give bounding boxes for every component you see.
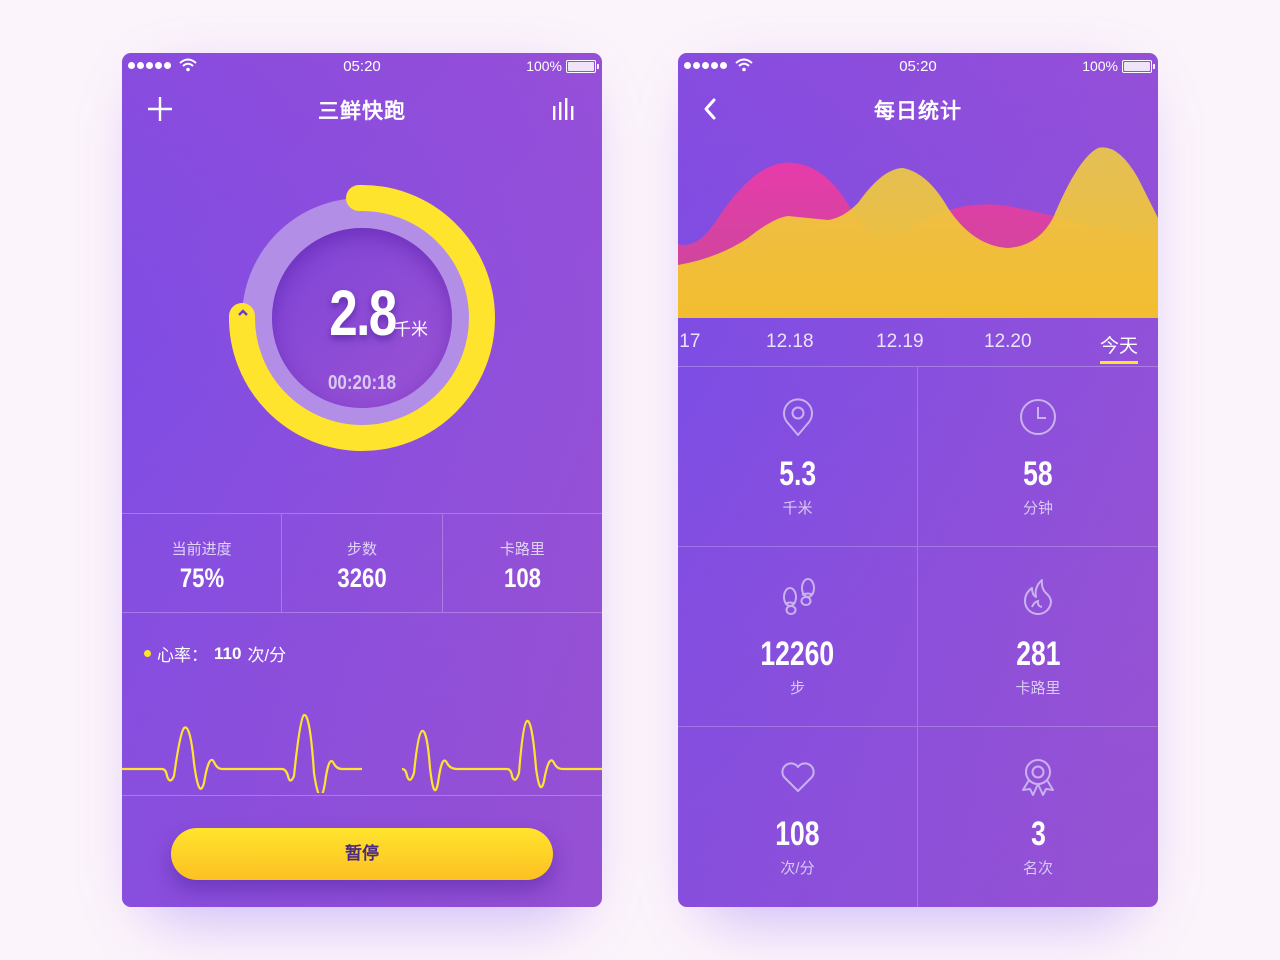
flame-icon <box>1024 579 1052 616</box>
distance-display: 2.8 <box>222 276 502 350</box>
distance-value: 2.8 <box>328 277 397 349</box>
battery-icon <box>1122 60 1155 73</box>
date-tab[interactable]: 12.20 <box>984 331 1032 352</box>
battery-percent: 100% <box>526 58 562 74</box>
metric-duration: 58 分钟 <box>918 367 1158 547</box>
location-pin-icon <box>782 398 813 436</box>
date-tab[interactable]: 12.18 <box>766 331 814 352</box>
stats-button[interactable] <box>550 95 578 123</box>
bar-chart-icon <box>553 98 574 120</box>
battery-icon <box>566 60 599 73</box>
daily-stats-screen: 05:20 100% 每日统计 .17 12.18 1 <box>678 53 1158 907</box>
metric-steps: 12260 步 <box>678 547 918 727</box>
divider <box>122 795 602 796</box>
heart-rate-waveform <box>122 713 602 793</box>
stat-calories: 卡路里 108 <box>443 514 602 612</box>
metric-unit: 分钟 <box>1022 500 1053 517</box>
metric-unit: 千米 <box>782 500 813 517</box>
pause-button[interactable]: 暂停 <box>171 828 553 880</box>
metric-value: 108 <box>775 815 820 853</box>
metric-value: 281 <box>1015 635 1061 673</box>
status-bar: 05:20 100% <box>678 53 1158 79</box>
stat-steps: 步数 3260 <box>282 514 443 612</box>
metric-heart-rate: 108 次/分 <box>678 727 918 907</box>
stat-label: 卡路里 <box>499 541 545 558</box>
stat-value: 108 <box>503 563 541 593</box>
heart-rate-unit: 次/分 <box>247 646 287 665</box>
date-tab-today[interactable]: 今天 <box>1100 331 1139 364</box>
signal-icon <box>128 62 171 69</box>
metric-unit: 次/分 <box>780 860 815 877</box>
stat-label: 步数 <box>346 541 377 558</box>
stat-value: 3260 <box>337 563 387 593</box>
battery-percent: 100% <box>1082 58 1118 74</box>
ring-graphic <box>228 184 495 451</box>
clock-icon <box>1020 399 1056 435</box>
chevron-up-icon <box>238 309 248 316</box>
signal-icon <box>684 62 727 69</box>
daily-area-chart <box>678 147 1158 318</box>
date-tabs: .17 12.18 12.19 12.20 今天 <box>678 321 1158 367</box>
stat-label: 当前进度 <box>171 541 232 558</box>
page-title: 每日统计 <box>874 100 962 123</box>
metrics-grid: 5.3 千米 58 分钟 12260 步 <box>678 367 1158 907</box>
metric-rank: 3 名次 <box>918 727 1158 907</box>
add-button[interactable] <box>146 95 174 123</box>
stat-value: 75% <box>179 563 224 593</box>
date-tab[interactable]: 12.19 <box>876 331 924 352</box>
ring-center <box>272 228 452 408</box>
heart-rate-dot <box>144 650 151 657</box>
heart-rate-prefix: 心率： <box>157 646 208 665</box>
nav-bar: 每日统计 <box>678 83 1158 131</box>
back-button[interactable] <box>696 95 724 123</box>
status-bar: 05:20 100% <box>122 53 602 79</box>
medal-icon <box>1022 759 1054 796</box>
heart-rate-label: 心率： 110 次/分 <box>144 641 286 666</box>
metric-value: 58 <box>1023 455 1053 493</box>
metric-unit: 名次 <box>1022 860 1053 877</box>
metric-value: 5.3 <box>779 455 816 493</box>
status-time: 05:20 <box>343 58 381 75</box>
metric-value: 3 <box>1030 815 1046 853</box>
elapsed-time: 00:20:18 <box>327 372 397 394</box>
stats-row: 当前进度 75% 步数 3260 卡路里 108 <box>122 513 602 613</box>
distance-unit: 千米 <box>394 320 428 339</box>
status-time: 05:20 <box>899 58 937 75</box>
metric-value: 12260 <box>760 635 835 673</box>
progress-ring: 2.8 千米 00:20:18 <box>222 178 502 458</box>
heart-icon <box>780 762 815 792</box>
date-tab[interactable]: .17 <box>678 331 701 352</box>
wifi-icon <box>735 58 753 72</box>
metric-unit: 卡路里 <box>1015 680 1061 697</box>
footprints-icon <box>782 578 815 615</box>
nav-bar: 三鲜快跑 <box>122 83 602 131</box>
heart-rate-value: 110 <box>214 643 242 663</box>
back-chevron-icon <box>704 98 716 120</box>
stat-progress: 当前进度 75% <box>122 514 283 612</box>
metric-calories: 281 卡路里 <box>918 547 1158 727</box>
metric-distance: 5.3 千米 <box>678 367 918 547</box>
page-title: 三鲜快跑 <box>318 100 406 123</box>
plus-icon <box>148 97 172 121</box>
running-screen: 05:20 100% 三鲜快跑 2.8 <box>122 53 602 907</box>
wifi-icon <box>179 58 197 72</box>
metric-unit: 步 <box>789 680 805 697</box>
